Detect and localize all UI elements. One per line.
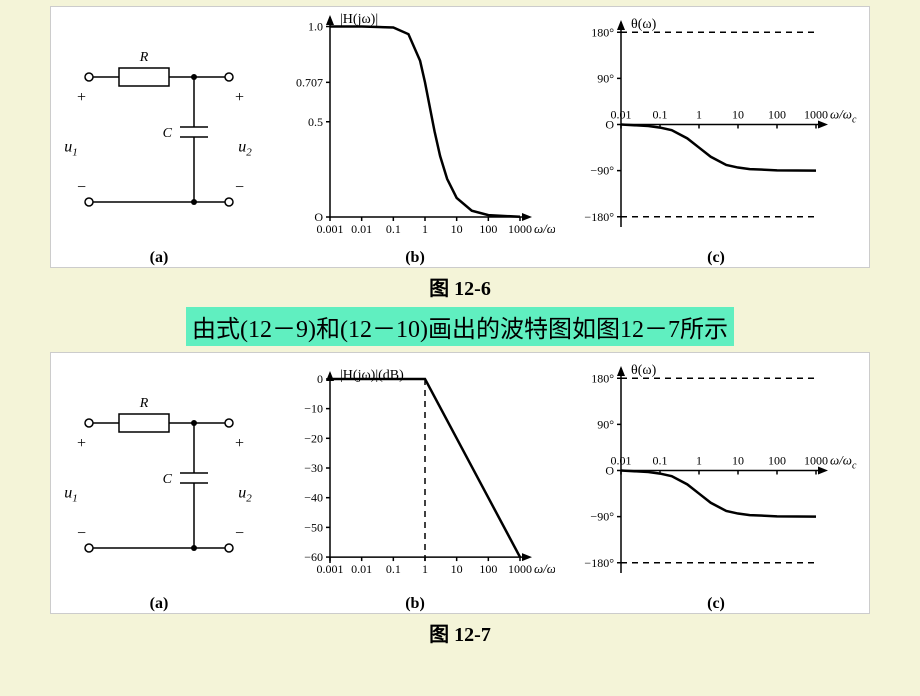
svg-text:0.1: 0.1: [386, 222, 401, 236]
svg-text:100: 100: [768, 108, 786, 122]
svg-text:1000: 1000: [508, 222, 532, 236]
panel-c-label-2: (c): [571, 595, 861, 613]
svg-text:+: +: [77, 435, 86, 452]
svg-text:1000: 1000: [508, 562, 532, 576]
svg-text:R: R: [139, 396, 149, 411]
panel-a-label: (a): [59, 249, 259, 267]
svg-text:10: 10: [451, 562, 463, 576]
svg-text:0.01: 0.01: [611, 108, 632, 122]
panel-a-label-2: (a): [59, 595, 259, 613]
svg-text:1: 1: [422, 222, 428, 236]
svg-text:−30: −30: [304, 461, 323, 475]
mid-caption: 由式(12－9)和(12－10)画出的波特图如图12－7所示: [186, 307, 734, 346]
svg-text:100: 100: [479, 562, 497, 576]
svg-text:10: 10: [451, 222, 463, 236]
svg-text:0: 0: [317, 372, 323, 386]
figure1-caption: 图 12-6: [0, 272, 920, 301]
svg-text:u2: u2: [238, 485, 252, 505]
svg-text:u1: u1: [64, 139, 78, 159]
svg-text:10: 10: [732, 108, 744, 122]
svg-text:+: +: [77, 89, 86, 106]
svg-text:10: 10: [732, 454, 744, 468]
svg-text:θ(ω): θ(ω): [631, 17, 657, 32]
svg-text:−180°: −180°: [584, 556, 614, 570]
svg-text:|H(jω)|(dB): |H(jω)|(dB): [340, 368, 404, 383]
svg-text:90°: 90°: [597, 71, 614, 85]
phase-svg-2: θ(ω)180°90°O−90°−180°0.010.11101001000ω/…: [571, 353, 861, 593]
circuit-svg-2: R C + + − − u1 u2: [59, 353, 259, 593]
svg-text:−: −: [235, 525, 244, 542]
svg-text:1000: 1000: [804, 108, 828, 122]
fig2-panel-c: θ(ω)180°90°O−90°−180°0.010.11101001000ω/…: [571, 353, 861, 613]
svg-text:0.1: 0.1: [386, 562, 401, 576]
svg-text:0.707: 0.707: [296, 75, 323, 89]
svg-text:0.1: 0.1: [653, 108, 668, 122]
svg-text:90°: 90°: [597, 417, 614, 431]
panel-b-label-2: (b): [275, 595, 555, 613]
panel-c-label: (c): [571, 249, 861, 267]
svg-text:ω/ωc: ω/ωc: [830, 107, 857, 126]
svg-text:0.5: 0.5: [308, 115, 323, 129]
svg-text:−20: −20: [304, 431, 323, 445]
svg-text:1: 1: [696, 454, 702, 468]
svg-text:+: +: [235, 89, 244, 106]
fig1-panel-b: |H(jω)|1.00.7070.5O0.0010.010.1110100100…: [275, 7, 555, 267]
svg-text:0.1: 0.1: [653, 454, 668, 468]
svg-text:ω/ωc: ω/ωc: [830, 453, 857, 472]
svg-text:−: −: [77, 179, 86, 196]
svg-text:0.01: 0.01: [351, 562, 372, 576]
svg-text:0.001: 0.001: [317, 562, 344, 576]
fig2-panel-a: R C + + − − u1 u2 (a): [59, 353, 259, 613]
svg-text:−90°: −90°: [590, 164, 614, 178]
svg-text:0.01: 0.01: [611, 454, 632, 468]
svg-text:ω/ωc: ω/ωc: [534, 221, 555, 240]
svg-text:u1: u1: [64, 485, 78, 505]
fig1-panel-c: θ(ω)180°90°O−90°−180°0.010.11101001000ω/…: [571, 7, 861, 267]
svg-text:100: 100: [768, 454, 786, 468]
svg-text:R: R: [139, 50, 149, 65]
svg-text:−10: −10: [304, 402, 323, 416]
figure-12-7: R C + + − − u1 u2 (a) |H(jω)|(dB) 0 −10 −20 −30 −40 −…: [50, 352, 870, 614]
svg-text:−90°: −90°: [590, 510, 614, 524]
svg-text:1: 1: [422, 562, 428, 576]
svg-text:C: C: [163, 126, 173, 141]
figure2-caption: 图 12-7: [0, 618, 920, 647]
svg-text:0.01: 0.01: [351, 222, 372, 236]
phase-svg-1: θ(ω)180°90°O−90°−180°0.010.11101001000ω/…: [571, 7, 861, 247]
svg-text:+: +: [235, 435, 244, 452]
svg-text:1000: 1000: [804, 454, 828, 468]
svg-text:ω/ωc: ω/ωc: [534, 561, 555, 580]
svg-text:−40: −40: [304, 491, 323, 505]
figure-12-6: RC++−−u1u2 (a) |H(jω)|1.00.7070.5O0.0010…: [50, 6, 870, 268]
svg-text:180°: 180°: [591, 25, 614, 39]
svg-text:100: 100: [479, 222, 497, 236]
svg-text:C: C: [163, 472, 173, 487]
svg-text:180°: 180°: [591, 371, 614, 385]
mag-db-svg: |H(jω)|(dB)0−10−20−30−40−50−600.0010.010…: [275, 353, 555, 593]
svg-text:0.001: 0.001: [317, 222, 344, 236]
svg-text:1: 1: [696, 108, 702, 122]
svg-text:1.0: 1.0: [308, 20, 323, 34]
panel-b-label: (b): [275, 249, 555, 267]
svg-text:θ(ω): θ(ω): [631, 363, 657, 378]
mag-linear-svg: |H(jω)|1.00.7070.5O0.0010.010.1110100100…: [275, 7, 555, 247]
svg-text:−180°: −180°: [584, 210, 614, 224]
svg-text:−: −: [235, 179, 244, 196]
svg-text:|H(jω)|: |H(jω)|: [340, 12, 378, 27]
svg-text:−: −: [77, 525, 86, 542]
svg-text:−50: −50: [304, 520, 323, 534]
fig1-panel-a: R C + + − − u1 u2 (a): [59, 7, 259, 267]
circuit-svg-1: R C + + − − u1 u2: [59, 7, 259, 247]
svg-text:u2: u2: [238, 139, 252, 159]
fig2-panel-b: |H(jω)|(dB)0−10−20−30−40−50−600.0010.010…: [275, 353, 555, 613]
